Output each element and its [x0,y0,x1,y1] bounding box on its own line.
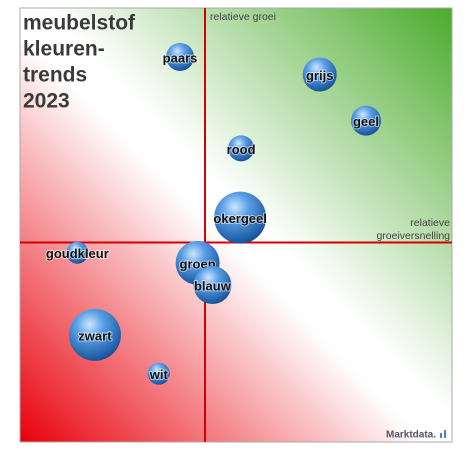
bubble [228,135,255,162]
bubble [66,241,89,264]
bubble-label: okergeel [213,211,266,226]
chart-title: kleuren- [23,38,105,61]
source: Marktdata. [386,430,436,441]
chart-title: 2023 [23,90,70,113]
bubble-label: zwart [78,328,112,343]
bubble-label: grijs [306,68,333,83]
chart-title: trends [23,64,87,87]
bubble [193,266,232,305]
bubble [166,42,195,71]
y-axis-label: relatieve groei [210,11,276,23]
bubble-label: geel [353,114,379,129]
bubble-label: blauw [194,278,232,293]
bubble [302,57,337,92]
bubble [147,362,170,385]
bubble-label: goudkleur [46,246,109,261]
bubble [214,191,267,244]
bubble [68,308,121,361]
x-axis-label: groeiversnelling [376,230,450,242]
x-axis-label: relatieve [410,217,450,229]
bubble-label: paars [163,50,198,65]
bubble-label: wit [149,367,169,382]
source-icon [440,430,446,438]
chart-title: meubelstof [23,12,136,35]
bubble-label: rood [227,142,256,157]
bubble [350,105,381,136]
